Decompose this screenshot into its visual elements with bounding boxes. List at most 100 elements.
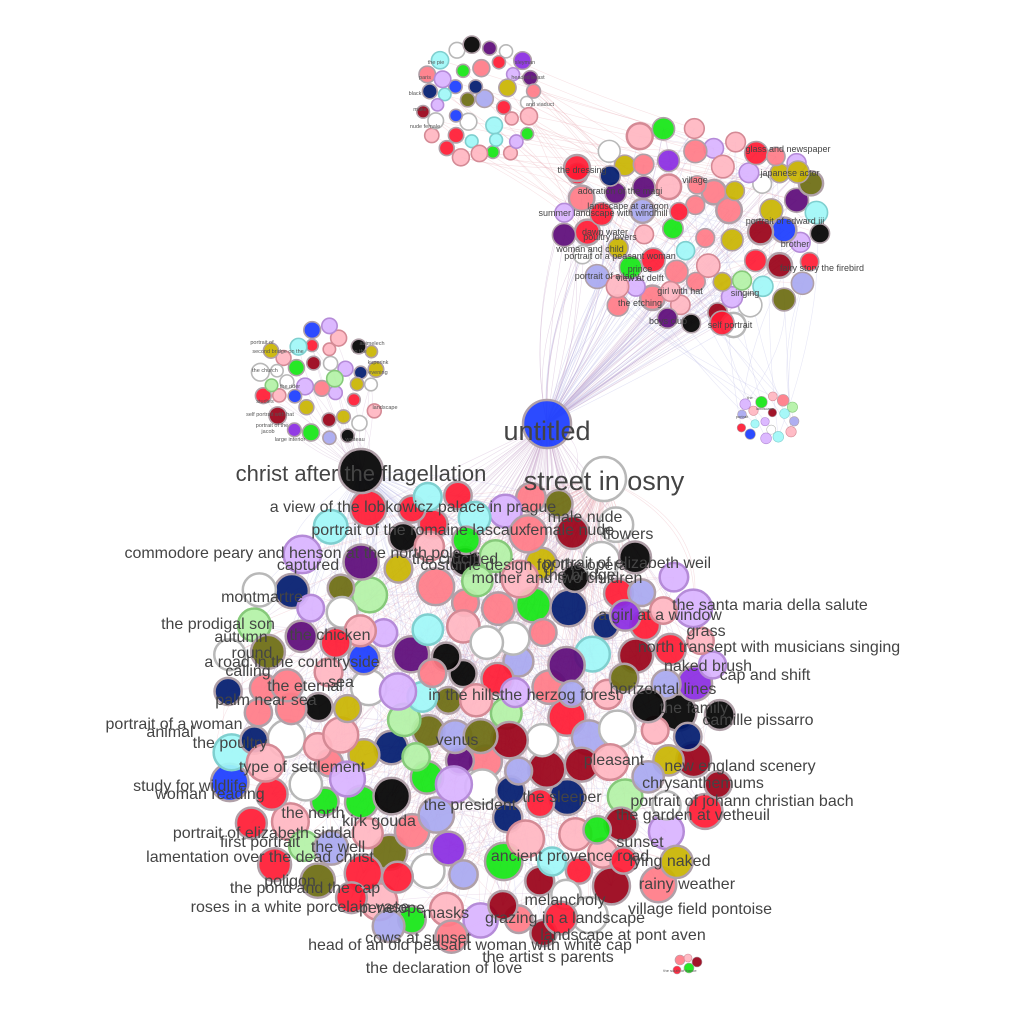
node-label-main: mother and two children: [472, 570, 643, 587]
graph-node: [498, 43, 514, 59]
graph-edge: [617, 151, 696, 249]
graph-node: [743, 248, 768, 273]
graph-edge: [546, 164, 644, 425]
graph-node: [567, 184, 596, 213]
graph-node: [213, 676, 243, 707]
node-label-upper-right: the dressing: [557, 165, 606, 175]
graph-node: [378, 672, 418, 711]
graph-node: [590, 742, 630, 782]
graph-node: [659, 844, 694, 880]
graph-edge: [489, 47, 643, 211]
node-label-main: costume design for the opera: [420, 557, 627, 574]
node-label-main: sea: [328, 674, 354, 691]
node-label-main: melancholy: [525, 892, 606, 909]
graph-node: [786, 160, 810, 184]
graph-node: [640, 247, 666, 273]
graph-node: [672, 721, 703, 752]
node-label-top: headed beast: [511, 75, 545, 81]
label-layer: untitled christ after the flagellation str…: [106, 60, 901, 977]
graph-node: [329, 329, 348, 347]
graph-node: [599, 165, 622, 187]
graph-node: [686, 792, 724, 831]
node-label-upper-right: fairy story the firebird: [780, 263, 864, 273]
graph-edge: [512, 73, 803, 284]
node-label-main: chrysanthemums: [642, 775, 764, 792]
graph-node: [447, 126, 465, 144]
graph-node: [564, 856, 594, 885]
node-label-main: the sleeper: [522, 789, 602, 806]
graph-node: [488, 132, 504, 148]
graph-node: [455, 63, 471, 79]
graph-node: [720, 285, 744, 309]
node-label-main: ancient provence road: [491, 848, 649, 865]
graph-node: [434, 919, 469, 954]
graph-node: [672, 965, 682, 975]
graph-node: [303, 320, 322, 340]
node-label-minor: landscape: [756, 406, 775, 411]
graph-node: [607, 237, 629, 259]
graph-node: [557, 679, 587, 709]
node-label-main: the chicken: [290, 627, 371, 644]
graph-edge: [546, 190, 736, 425]
node-label-left: self portrait with hat: [246, 412, 294, 418]
graph-node: [597, 709, 637, 749]
graph-node: [366, 403, 383, 419]
node-label-main: north transept with musicians singing: [638, 639, 900, 656]
graph-node: [752, 275, 774, 298]
graph-node: [748, 405, 759, 416]
graph-node: [656, 307, 679, 329]
graph-node: [712, 271, 733, 292]
graph-node: [327, 385, 344, 401]
graph-node: [305, 355, 322, 371]
node-label-main: the herzog forest: [500, 687, 621, 704]
graph-node: [296, 593, 326, 623]
graph-node: [371, 909, 406, 944]
graph-node: [584, 263, 610, 290]
graph-node: [631, 759, 666, 794]
graph-node: [367, 360, 385, 378]
node-label-main: kirk gouda: [342, 813, 416, 830]
graph-node: [738, 162, 760, 184]
node-label-left: the rider: [280, 384, 300, 390]
graph-node: [656, 149, 681, 173]
node-label-main: captured: [277, 557, 339, 574]
node-label-main: the poultry: [193, 735, 268, 752]
graph-node: [462, 718, 499, 755]
node-label-main: the president: [424, 797, 517, 814]
graph-node: [268, 406, 288, 426]
graph-node: [683, 953, 693, 963]
graph-node: [337, 360, 354, 377]
graph-node: [459, 112, 478, 131]
graph-edge: [460, 157, 578, 169]
node-label-upper-right: dawn water: [582, 227, 628, 237]
node-label-main: montmartre: [221, 589, 303, 606]
node-label-main: the artist s parents: [482, 949, 614, 966]
graph-node: [503, 756, 534, 786]
node-label-upper-right: portrait of a peasant woman: [564, 251, 676, 261]
graph-node: [305, 338, 319, 353]
node-label-main: venus: [436, 732, 479, 749]
graph-node: [547, 645, 586, 685]
graph-node: [262, 342, 280, 359]
graph-node: [468, 79, 484, 95]
graph-edge: [539, 423, 548, 882]
node-label-upper-right: portrait of a lady: [575, 271, 640, 281]
graph-node: [474, 89, 495, 109]
graph-node: [720, 228, 744, 252]
graph-node: [559, 563, 590, 594]
graph-edge: [546, 210, 643, 425]
hub-label-street-in-osny: street in osny: [524, 466, 685, 496]
graph-node: [213, 637, 247, 672]
graph-node: [287, 358, 306, 377]
graph-node: [617, 540, 653, 575]
node-label-main: grass: [686, 623, 725, 640]
graph-node: [651, 116, 676, 141]
graph-node: [554, 202, 575, 223]
node-label-main: female nude: [526, 522, 614, 539]
graph-node: [664, 259, 689, 284]
graph-edge: [287, 423, 548, 686]
graph-node: [731, 270, 753, 291]
graph-node: [787, 401, 798, 413]
graph-node: [282, 534, 323, 575]
hub-node: [337, 447, 385, 495]
